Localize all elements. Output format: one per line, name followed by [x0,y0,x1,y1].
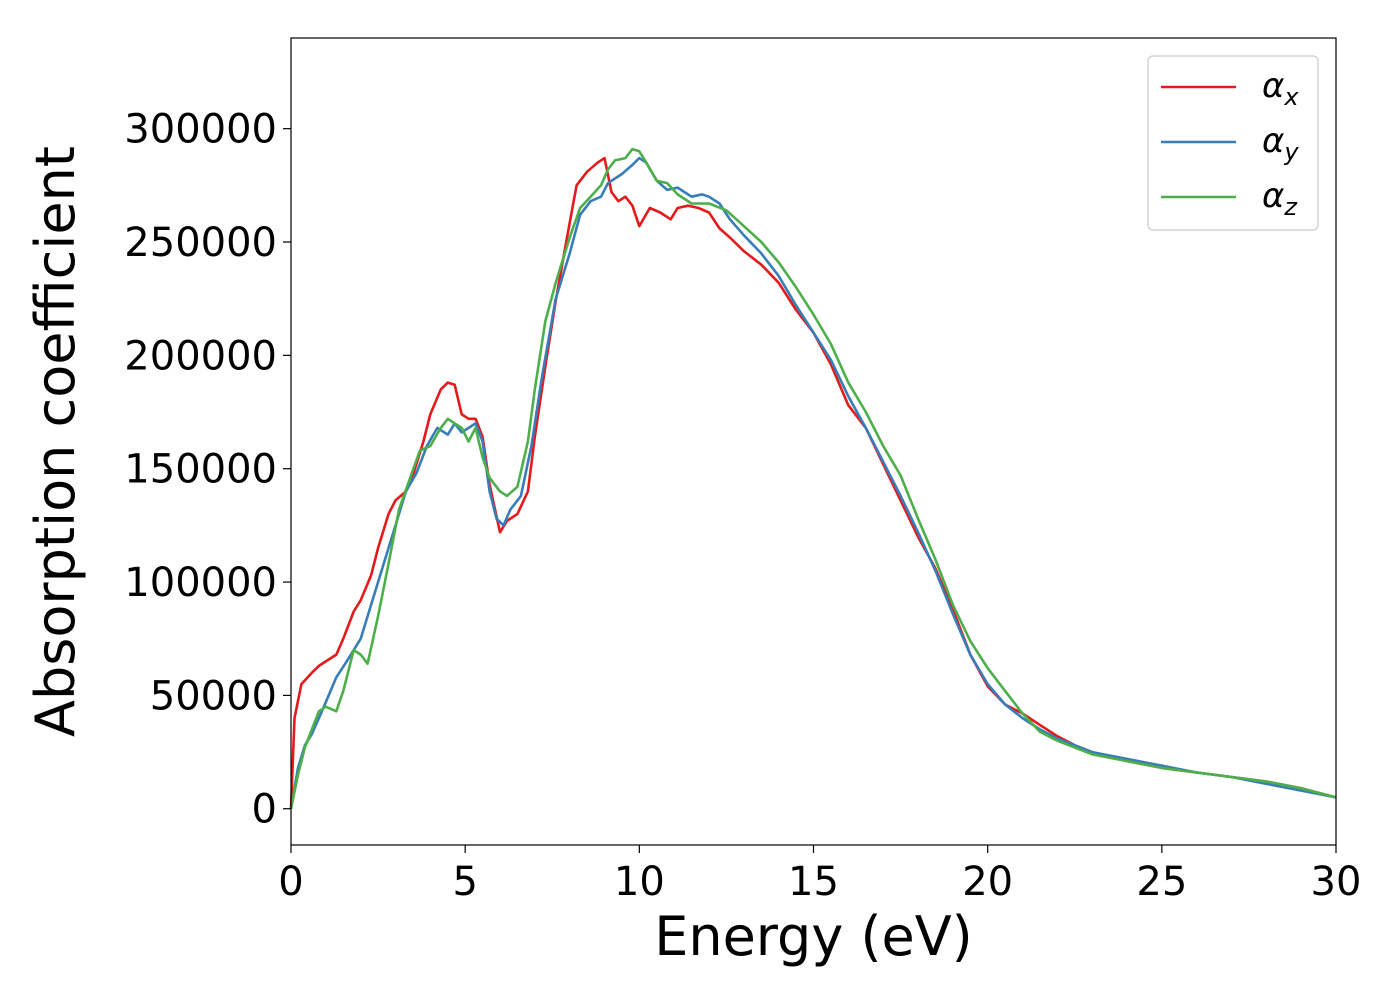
legend: αx αy αz [1147,55,1319,231]
y-tick-label: 300000 [124,107,277,153]
series-line-y [289,156,1337,809]
series-lines [289,147,1337,809]
y-tick-label: 100000 [124,560,277,606]
y-tick-label: 250000 [124,220,277,266]
y-tick-label: 50000 [150,673,277,719]
x-tick-label: 0 [278,859,303,905]
y-axis-title: Absorption coefficient [24,146,87,737]
legend-label-y: αy [1262,121,1299,166]
y-axis-ticks: 0 50000 100000 150000 200000 250000 300000 [124,107,291,833]
legend-label-z: αz [1262,176,1298,221]
legend-label-x: αx [1262,66,1299,111]
x-axis-title: Energy (eV) [654,905,973,968]
y-tick-label: 0 [252,787,277,833]
x-tick-label: 20 [962,859,1013,905]
x-tick-label: 30 [1311,859,1362,905]
series-line-x [289,156,1337,809]
y-tick-label: 150000 [124,447,277,493]
x-tick-label: 5 [452,859,477,905]
x-tick-label: 10 [614,859,665,905]
series-line-z [289,147,1337,809]
x-tick-label: 15 [788,859,839,905]
x-tick-label: 25 [1136,859,1187,905]
x-axis-ticks: 0 5 10 15 20 25 30 [278,845,1361,905]
y-tick-label: 200000 [124,333,277,379]
